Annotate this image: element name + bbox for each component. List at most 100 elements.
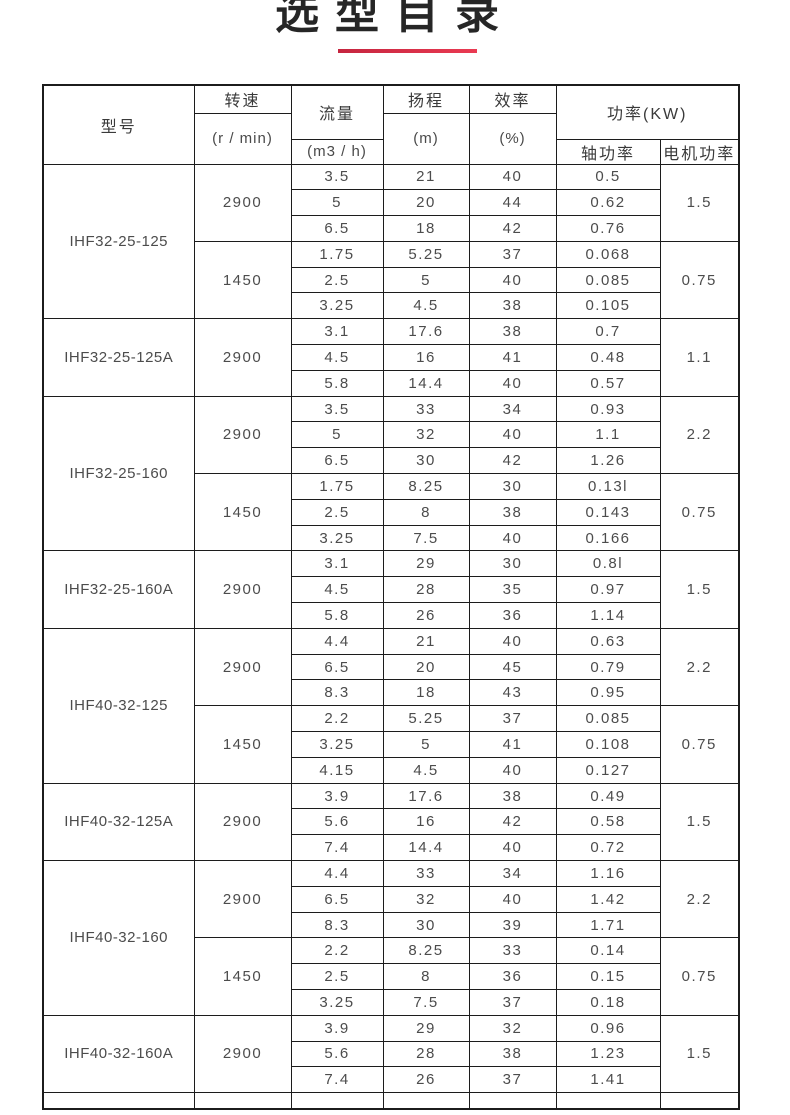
header-model: 型号 [42,84,195,165]
flow-cell: 2.5 [290,266,384,294]
flow-cell: 3.5 [290,395,384,423]
speed-cell: 2900 [193,627,292,707]
header-head-unit: (m) [382,112,470,165]
flow-cell: 4.5 [290,576,384,604]
efficiency-cell: 40 [468,627,557,655]
table-row: IHF32-25-125 2900 3.5 21 40 0.5 1.5 [42,163,740,320]
model-cell: IHF40-32-125 [42,627,195,784]
speed-cell: 1450 [193,705,292,784]
table-row: 7.4 26 37 1.41 [43,1066,739,1094]
head-cell: 5.25 [382,705,470,733]
speed-cell: 2900 [193,395,292,475]
flow-cell: 5.6 [290,808,384,836]
head-cell: 20 [382,189,470,217]
efficiency-cell: 42 [468,808,557,836]
speed-cell: 1450 [193,240,292,320]
shaft-power-cell: 0.96 [555,1014,661,1042]
efficiency-cell: 42 [468,447,557,475]
table-row: 8.3 30 39 1.71 [43,911,739,939]
efficiency-cell: 40 [468,421,557,449]
shaft-power-cell: 0.18 [555,989,661,1016]
empty-cell [193,1092,292,1110]
head-cell: 16 [382,344,470,371]
motor-power-cell: 2.2 [659,860,740,939]
shaft-power-cell: 1.41 [555,1066,661,1094]
flow-cell: 8.3 [290,911,384,939]
motor-power-cell: 1.5 [659,782,740,862]
empty-cell [468,1092,557,1110]
motor-power-cell: 2.2 [659,627,740,707]
table-row: 2.5 8 36 0.15 [43,963,739,990]
head-cell: 5.25 [382,240,470,268]
table-row: 5.8 14.4 40 0.57 [43,369,739,397]
shaft-power-cell: 0.14 [555,937,661,965]
efficiency-cell: 43 [468,679,557,707]
speed-cell: 2900 [193,163,292,242]
flow-cell: 3.25 [290,989,384,1016]
shaft-power-cell: 0.97 [555,576,661,604]
flow-cell: 2.2 [290,705,384,733]
shaft-power-cell: 0.7 [555,318,661,346]
speed-cell: 2900 [193,782,292,862]
flow-cell: 4.15 [290,756,384,784]
table-row: 8.3 18 43 0.95 [43,679,739,707]
header-speed-unit: (r / min) [193,112,292,165]
head-cell: 8.25 [382,473,470,500]
head-cell: 21 [382,163,470,191]
efficiency-cell: 33 [468,937,557,965]
motor-power-cell: 0.75 [659,473,740,552]
head-cell: 28 [382,576,470,604]
head-cell: 5 [382,266,470,294]
flow-cell: 7.4 [290,834,384,862]
efficiency-cell: 40 [468,369,557,397]
shaft-power-cell: 0.76 [555,215,661,242]
efficiency-cell: 44 [468,189,557,217]
header-flow-unit: (m3 / h) [290,138,384,165]
table-row: IHF32-25-160A 2900 3.1 29 30 0.8l 1.5 [42,550,740,629]
efficiency-cell: 37 [468,989,557,1016]
head-cell: 17.6 [382,318,470,346]
efficiency-cell: 35 [468,576,557,604]
flow-cell: 5 [290,189,384,217]
motor-power-cell: 1.1 [659,318,740,397]
head-cell: 14.4 [382,369,470,397]
efficiency-cell: 38 [468,318,557,346]
shaft-power-cell: 0.95 [555,679,661,707]
empty-cell [382,1092,470,1110]
shaft-power-cell: 0.8l [555,550,661,578]
efficiency-cell: 40 [468,834,557,862]
efficiency-cell: 38 [468,292,557,320]
shaft-power-cell: 0.068 [555,240,661,268]
shaft-power-cell: 0.48 [555,344,661,371]
empty-cell [659,1092,740,1110]
efficiency-cell: 45 [468,653,557,681]
table-row: 5 20 44 0.62 [43,189,739,217]
header-row-1: 型号 转速 流量 扬程 效率 功率(KW) [42,84,740,165]
efficiency-cell: 37 [468,1066,557,1094]
table-row: 2.5 8 38 0.143 [43,498,739,526]
shaft-power-cell: 0.49 [555,782,661,810]
efficiency-cell: 34 [468,860,557,887]
speed-cell: 1450 [193,473,292,552]
motor-power-cell: 0.75 [659,705,740,784]
empty-cell [555,1092,661,1110]
flow-cell: 6.5 [290,885,384,913]
efficiency-cell: 41 [468,344,557,371]
flow-cell: 3.25 [290,731,384,758]
motor-power-cell: 1.5 [659,550,740,629]
table-row: 5.6 28 38 1.23 [43,1040,739,1068]
speed-cell: 2900 [193,318,292,397]
efficiency-cell: 40 [468,266,557,294]
head-cell: 4.5 [382,756,470,784]
flow-cell: 2.5 [290,963,384,990]
table-row: 6.5 20 45 0.79 [43,653,739,681]
efficiency-cell: 37 [468,705,557,733]
table-row: 5.6 16 42 0.58 [43,808,739,836]
header-efficiency: 效率 [468,84,557,114]
table-row: IHF40-32-125 2900 4.4 21 40 0.63 2.2 [42,627,740,784]
shaft-power-cell: 1.71 [555,911,661,939]
shaft-power-cell: 0.93 [555,395,661,423]
head-cell: 26 [382,602,470,629]
flow-cell: 4.5 [290,344,384,371]
